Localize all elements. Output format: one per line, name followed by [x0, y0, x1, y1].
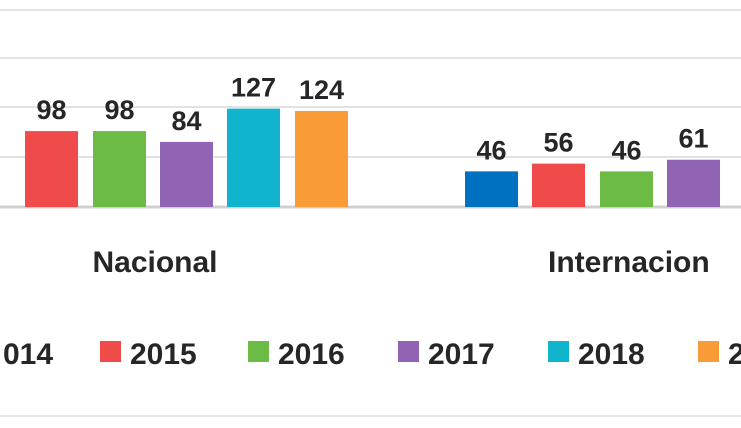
legend-label-2017: 2017: [428, 338, 495, 371]
category-labels-layer: Nacional Internacion: [92, 246, 709, 279]
bars-layer: [25, 108, 720, 207]
category-label-internacional: Internacion: [548, 246, 710, 279]
bar-internacional-2016: [600, 171, 653, 207]
legend-label-2018: 2018: [578, 338, 645, 371]
bar-internacional-2014: [465, 171, 518, 207]
data-label-internacional-2014: 46: [476, 135, 506, 165]
category-label-nacional: Nacional: [92, 246, 217, 279]
data-label-nacional-2018: 127: [231, 73, 276, 103]
legend-label-2015: 2015: [130, 338, 197, 371]
legend-swatch-2019: [698, 341, 719, 362]
data-label-nacional-2016: 98: [104, 95, 134, 125]
bar-nacional-2019: [295, 110, 348, 207]
value-labels-layer: 46 98 56 98 46 84 61 127 124: [36, 73, 708, 166]
legend-swatch-2018: [548, 341, 569, 362]
data-label-internacional-2015: 56: [543, 128, 573, 158]
bar-internacional-2017: [667, 159, 720, 207]
legend-label-2014: 014: [3, 338, 53, 371]
data-label-internacional-2016: 46: [611, 135, 641, 165]
bar-nacional-2017: [160, 141, 213, 207]
legend-label-2019: 2: [728, 338, 741, 371]
bar-nacional-2018: [227, 108, 280, 207]
legend-swatch-2017: [398, 341, 419, 362]
bar-internacional-2015: [532, 163, 585, 207]
bar-nacional-2015: [25, 131, 78, 207]
legend-swatch-2015: [100, 341, 121, 362]
legend-swatch-2016: [248, 341, 269, 362]
data-label-nacional-2019: 124: [299, 75, 344, 105]
data-label-internacional-2017: 61: [678, 124, 708, 154]
data-label-nacional-2015: 98: [36, 95, 66, 125]
data-label-nacional-2017: 84: [171, 106, 201, 136]
bar-nacional-2016: [93, 131, 146, 207]
legend: 014 2015 2016 2017 2018 2: [3, 338, 741, 371]
legend-label-2016: 2016: [278, 338, 345, 371]
